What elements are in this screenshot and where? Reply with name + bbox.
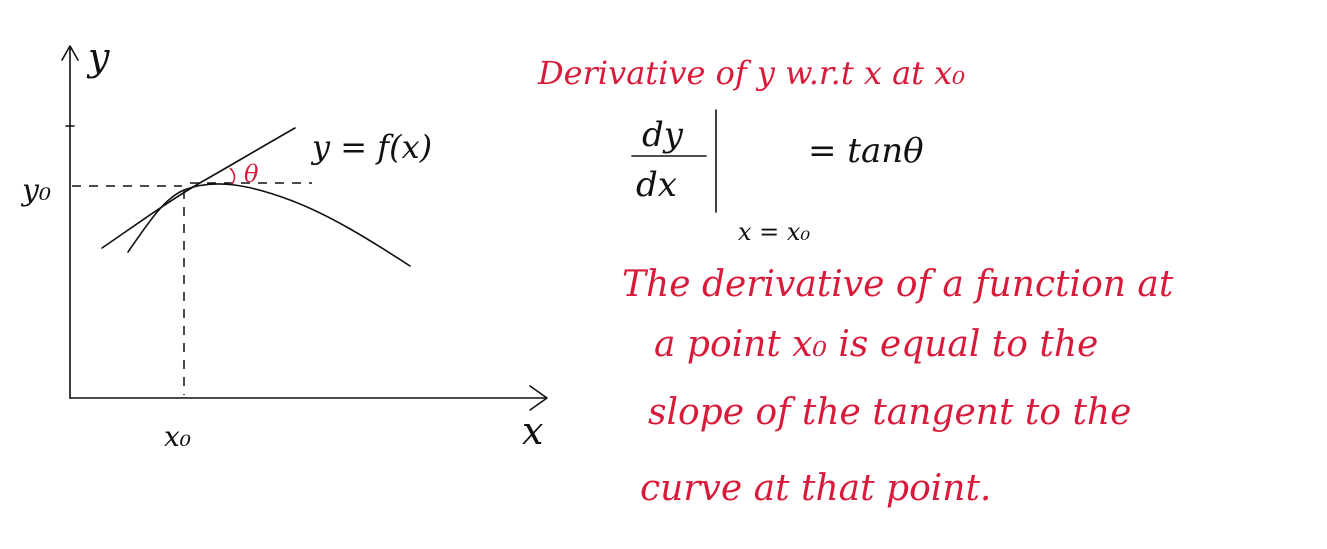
explanation-line-4: curve at that point. xyxy=(640,468,991,509)
tangent-line xyxy=(101,127,296,249)
y0-label: y₀ xyxy=(20,173,51,208)
explanation-line-2: a point x₀ is equal to the xyxy=(654,324,1098,365)
explanation-line-1: The derivative of a function at xyxy=(622,264,1174,305)
graph: y x y₀ x₀ y = f(x) θ xyxy=(20,35,548,453)
angle-label: θ xyxy=(244,160,259,188)
formula-denominator: dx xyxy=(636,165,677,205)
y-axis-arrow xyxy=(61,45,79,61)
formula-numerator: dy xyxy=(642,115,684,155)
notes-heading: Derivative of y w.r.t x at x₀ xyxy=(537,54,965,92)
formula-rhs: = tanθ xyxy=(808,131,924,171)
curve-label: y = f(x) xyxy=(310,128,432,166)
y-axis-label: y xyxy=(86,35,110,79)
x0-label: x₀ xyxy=(164,420,191,453)
function-curve xyxy=(127,183,411,267)
x-axis-arrow xyxy=(529,385,548,411)
notes: Derivative of y w.r.t x at x₀ dy dx = ta… xyxy=(537,54,1174,509)
x-axis-label: x xyxy=(522,409,543,453)
formula-evaluation-point: x = x₀ xyxy=(738,218,810,246)
explanation-line-3: slope of the tangent to the xyxy=(648,392,1131,433)
angle-arc xyxy=(229,167,236,185)
